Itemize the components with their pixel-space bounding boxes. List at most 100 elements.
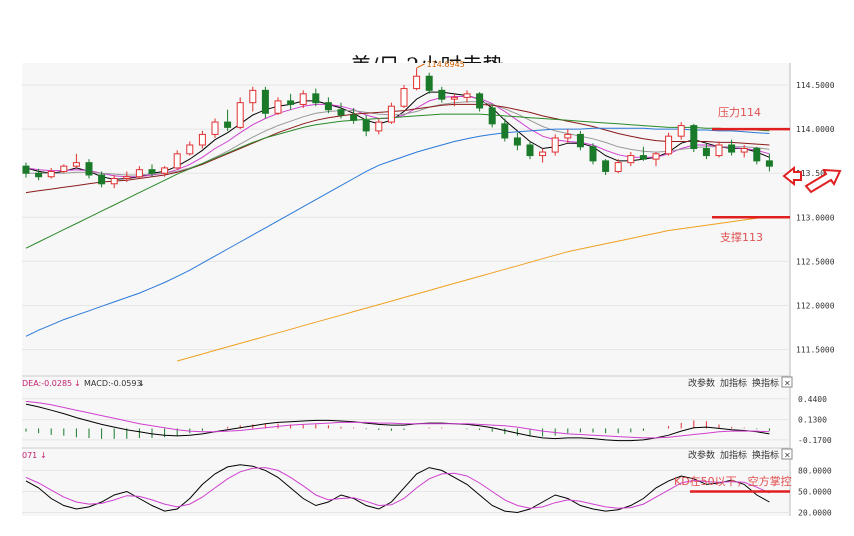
price-tick-label: 112.5000 [796, 257, 835, 266]
close-icon-glyph: × [784, 379, 791, 388]
candle-body [224, 121, 232, 128]
arrow-right-part [804, 168, 842, 194]
price-levels [416, 63, 790, 219]
macd-menu: 改参数 加指标 换指标 × [688, 376, 793, 389]
candle-body [602, 160, 610, 172]
candle-body [375, 121, 383, 132]
candle-body [173, 153, 181, 169]
kd-tick-label: 80.0000 [798, 466, 832, 475]
arrow-left-part [782, 165, 802, 187]
candle-body [72, 162, 80, 167]
price-tick-label: 114.0000 [796, 125, 835, 134]
candle-body [22, 165, 30, 174]
candle-body [639, 155, 647, 160]
macd-lines [25, 400, 770, 442]
candle-body [60, 165, 68, 172]
candle-body [740, 148, 748, 153]
candle-body [438, 89, 446, 100]
kd-note: KD在50以下，空方掌控 [674, 474, 792, 488]
candle-body [765, 160, 773, 167]
kd-lines [25, 464, 790, 514]
candle-body [110, 178, 118, 185]
candle-body [476, 93, 484, 109]
macd-tick-label: 0.1300 [798, 416, 827, 425]
indicator-menu-item[interactable]: 换指标 [752, 449, 779, 461]
macd-tick-label: 0.4400 [798, 395, 827, 404]
kd-down-arrow-icon: ↓ [40, 451, 47, 460]
kd-label: 071 [22, 451, 37, 460]
moving-average-line [177, 215, 770, 362]
macd-value-arrow-icon: ↓ [138, 379, 145, 388]
moving-average-line [25, 113, 770, 249]
candle-body [211, 121, 219, 135]
candle-body [350, 114, 358, 121]
macd-line [25, 400, 770, 439]
candle-body [526, 144, 534, 157]
macd-dea-label: DEA:-0.0285 [22, 379, 72, 388]
candle-body [198, 133, 206, 146]
macd-line [25, 403, 770, 442]
close-icon-glyph: × [784, 451, 791, 460]
candle-body [677, 125, 685, 137]
candle-body [287, 100, 295, 105]
price-grid [22, 84, 790, 351]
candle-body [324, 102, 332, 111]
candle-body [450, 96, 458, 100]
candle-body [463, 93, 471, 98]
candle-body [85, 162, 93, 176]
peak-marker [416, 63, 425, 69]
price-tick-label: 112.0000 [796, 301, 835, 310]
macd-value-label: MACD:-0.0593 [84, 379, 142, 388]
macd-axis: 0.4400 0.1300 -0.1700 [798, 395, 832, 445]
candle-body [501, 123, 509, 139]
resistance-label: 压力114 [718, 106, 761, 119]
candle-body [98, 174, 106, 185]
kd-axis: 80.0000 50.0000 20.0000 [798, 466, 832, 517]
candle-body [488, 107, 496, 125]
candle-body [186, 144, 194, 155]
kd-tick-label: 50.0000 [798, 487, 832, 496]
candle-body [425, 75, 433, 91]
candle-body [135, 169, 143, 178]
candle-body [702, 148, 710, 157]
candle-body [274, 100, 282, 114]
candle-body [513, 137, 521, 146]
price-tick-label: 111.5000 [796, 346, 835, 355]
candle-body [261, 89, 269, 114]
close-icon[interactable] [781, 448, 793, 460]
candle-body [652, 153, 660, 160]
moving-average-line [26, 101, 770, 176]
candle-body [576, 133, 584, 148]
candle-body [362, 119, 370, 132]
peak-label: 114.6945 [427, 60, 465, 69]
candle-body [35, 172, 43, 178]
macd-down-arrow-icon: ↓ [74, 379, 81, 388]
candle-body [753, 148, 761, 162]
macd-grid [22, 398, 790, 441]
price-axis: 114.5000 114.0000 113.5000 113.0000 112.5000… [796, 81, 835, 355]
candle-body [312, 93, 320, 104]
candle-body [715, 144, 723, 157]
down-arrow-icon [782, 165, 842, 194]
kd-line [25, 464, 770, 514]
price-tick-label: 113.5000 [796, 169, 835, 178]
kd-line [25, 467, 770, 509]
candle-body [387, 105, 395, 123]
indicator-menu-item[interactable]: 换指标 [752, 377, 779, 389]
moving-average-line [25, 103, 770, 194]
price-tick-label: 113.0000 [796, 213, 835, 222]
close-icon[interactable] [781, 376, 793, 388]
indicator-menu-item[interactable]: 加指标 [720, 377, 747, 389]
indicator-menu-item[interactable]: 加指标 [720, 449, 747, 461]
candle-body [627, 155, 635, 164]
indicator-menu-item[interactable]: 改参数 [688, 377, 715, 389]
candle-body [400, 88, 408, 107]
candle-body [249, 89, 257, 104]
candle-body [148, 169, 156, 174]
candle-body [551, 137, 559, 153]
indicator-menu-item[interactable]: 改参数 [688, 449, 715, 461]
kd-grid [22, 469, 790, 513]
kd-menu: 改参数 加指标 换指标 × [688, 448, 793, 461]
candle-body [299, 93, 307, 105]
support-label: 支撑113 [720, 230, 763, 244]
